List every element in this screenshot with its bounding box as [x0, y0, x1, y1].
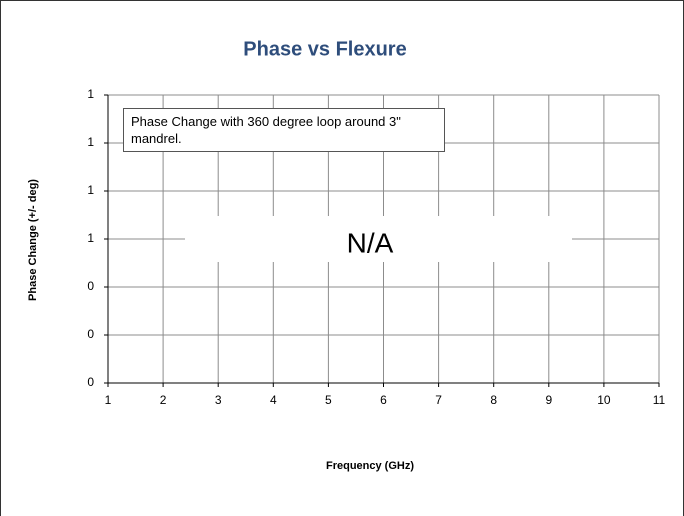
x-tick-label: 7: [435, 393, 442, 407]
no-data-label: N/A: [347, 227, 394, 258]
x-tick-label: 11: [653, 393, 666, 407]
y-tick-label: 1: [87, 183, 94, 197]
y-tick-label: 0: [87, 327, 94, 341]
label-background: [185, 216, 572, 262]
annotation: Phase Change with 360 degree loop around…: [123, 108, 445, 152]
x-tick-label: 9: [545, 393, 552, 407]
y-tick-label: 1: [87, 231, 94, 245]
chart-title: Phase vs Flexure: [243, 38, 406, 60]
y-tick-label: 0: [87, 375, 94, 389]
x-tick-label: 8: [490, 393, 497, 407]
x-tick-label: 2: [160, 393, 167, 407]
y-tick-label: 1: [87, 135, 94, 149]
x-tick-label: 10: [597, 393, 611, 407]
x-tick-label: 4: [270, 393, 277, 407]
x-axis-label: Frequency (GHz): [326, 460, 414, 472]
x-tick-label: 3: [215, 393, 222, 407]
x-tick-label: 6: [380, 393, 387, 407]
y-tick-label: 1: [87, 87, 94, 101]
x-tick-label: 5: [325, 393, 332, 407]
y-tick-label: 0: [87, 279, 94, 293]
x-tick-label: 1: [105, 393, 112, 407]
y-axis-label: Phase Change (+/- deg): [27, 179, 39, 301]
